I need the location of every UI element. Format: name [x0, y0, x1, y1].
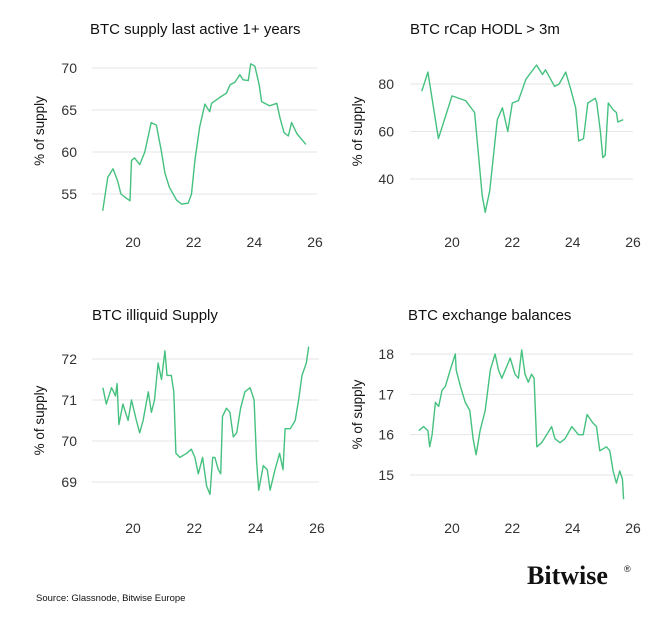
series-line: [102, 63, 307, 211]
x-tick-label: 22: [187, 520, 203, 536]
svg-text:®: ®: [624, 564, 631, 574]
x-tick-label: 26: [309, 520, 325, 536]
x-tick-label: 26: [307, 234, 323, 250]
x-tick-label: 20: [444, 520, 460, 536]
chart-title: BTC rCap HODL > 3m: [410, 21, 560, 38]
y-tick-label: 17: [378, 386, 394, 402]
chart-panel-3: BTC illiquid Supply 69 70 71 72 20 22 24 26 % of …: [32, 307, 325, 536]
chart-panel-2: BTC rCap HODL > 3m 40 60 80 20 22 24 26 % of sup…: [350, 21, 641, 250]
chart-title: BTC illiquid Supply: [92, 307, 218, 324]
y-axis-title: % of supply: [32, 385, 47, 455]
x-tick-label: 24: [565, 234, 581, 250]
x-tick-label: 22: [505, 520, 521, 536]
y-tick-label: 60: [61, 144, 77, 160]
series-line: [418, 349, 625, 500]
y-tick-label: 72: [61, 351, 77, 367]
y-tick-label: 60: [378, 124, 394, 140]
chart-title: BTC supply last active 1+ years: [90, 21, 301, 38]
y-tick-label: 80: [378, 76, 394, 92]
x-tick-label: 24: [565, 520, 581, 536]
x-tick-label: 24: [247, 234, 263, 250]
series-line: [102, 346, 310, 495]
y-tick-label: 71: [61, 392, 77, 408]
y-axis-title: % of supply: [350, 379, 365, 449]
x-tick-label: 20: [125, 234, 141, 250]
x-tick-label: 20: [125, 520, 141, 536]
y-tick-label: 69: [61, 474, 77, 490]
y-tick-label: 70: [61, 60, 77, 76]
source-note: Source: Glassnode, Bitwise Europe: [36, 593, 185, 604]
y-tick-label: 65: [61, 102, 77, 118]
x-tick-label: 26: [625, 520, 641, 536]
bitwise-logo: Bitwise ®: [527, 561, 631, 590]
y-axis-title: % of supply: [350, 96, 365, 166]
y-tick-label: 40: [378, 171, 394, 187]
y-tick-label: 70: [61, 433, 77, 449]
x-tick-label: 20: [444, 234, 460, 250]
y-tick-label: 55: [61, 186, 77, 202]
x-tick-label: 22: [186, 234, 202, 250]
x-tick-label: 22: [505, 234, 521, 250]
y-tick-label: 16: [378, 427, 394, 443]
y-axis-title: % of supply: [32, 96, 47, 166]
svg-text:Bitwise: Bitwise: [527, 561, 608, 590]
chart-title: BTC exchange balances: [408, 307, 571, 324]
x-tick-label: 26: [625, 234, 641, 250]
y-tick-label: 15: [378, 467, 394, 483]
series-line: [421, 64, 624, 214]
chart-panel-4: BTC exchange balances 15 16 17 18 20 22 24 26 % o…: [350, 307, 641, 536]
x-tick-label: 24: [248, 520, 264, 536]
y-tick-label: 18: [378, 346, 394, 362]
chart-panel-1: BTC supply last active 1+ years 55 60 65 70 2…: [32, 21, 323, 250]
